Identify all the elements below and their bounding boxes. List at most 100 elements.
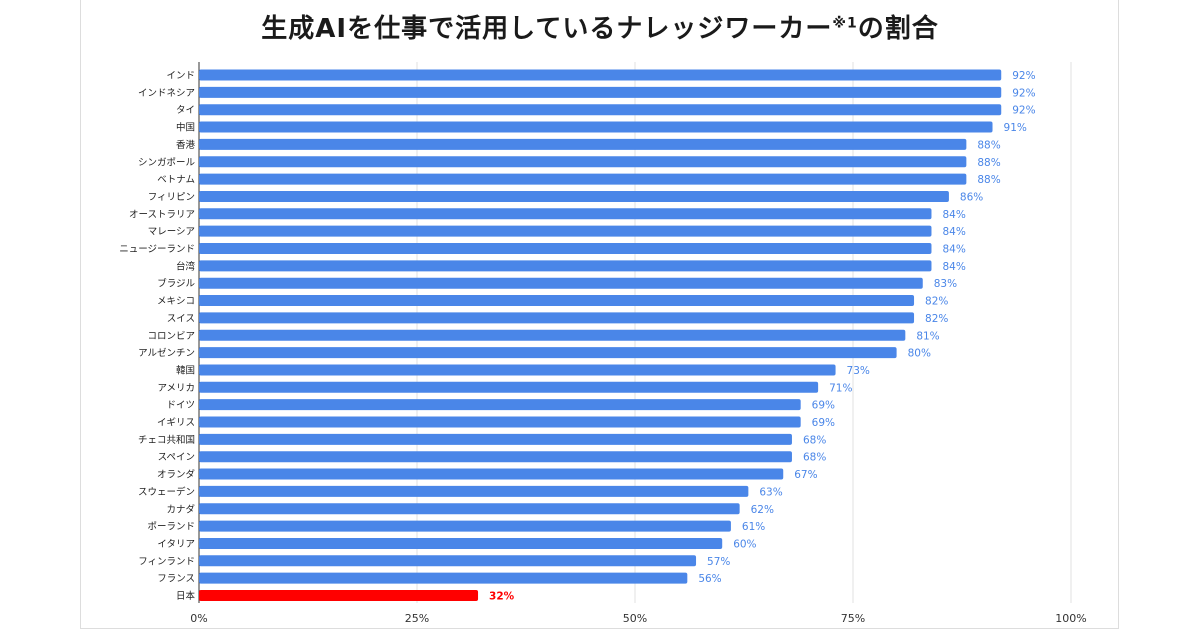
category-label: 中国: [176, 122, 195, 134]
data-label: 68%: [803, 452, 826, 464]
chart-frame: [80, 0, 1119, 629]
x-tick-label: 75%: [841, 612, 865, 625]
x-tick-label: 100%: [1055, 612, 1086, 625]
data-label: 92%: [1012, 87, 1035, 99]
bar: [199, 295, 915, 307]
data-label: 60%: [733, 538, 756, 550]
category-label: メキシコ: [157, 296, 195, 307]
data-label: 57%: [707, 556, 730, 568]
bar: [199, 381, 819, 393]
bar: [199, 416, 801, 428]
category-label: 韓国: [176, 365, 195, 376]
data-label: 84%: [942, 261, 965, 273]
x-tick-label: 0%: [190, 612, 207, 625]
bar: [199, 329, 906, 341]
data-label: 32%: [489, 591, 515, 603]
data-label: 73%: [847, 365, 870, 377]
category-label: 香港: [176, 139, 196, 151]
data-label: 81%: [916, 330, 939, 342]
bar: [199, 190, 949, 202]
data-label: 88%: [977, 174, 1000, 186]
data-label: 63%: [759, 486, 782, 498]
data-label: 68%: [803, 434, 826, 446]
bar: [199, 156, 967, 168]
chart-title-suffix: の割合: [857, 14, 939, 44]
data-label: 82%: [925, 296, 948, 308]
category-label: ベトナム: [157, 175, 195, 186]
data-label: 91%: [1004, 122, 1027, 134]
data-label: 92%: [1012, 70, 1035, 82]
data-label: 67%: [794, 469, 817, 481]
category-label: スペイン: [158, 452, 195, 463]
category-label: タイ: [176, 105, 195, 116]
bar: [199, 555, 697, 567]
bar: [199, 104, 1002, 116]
bar: [199, 347, 897, 359]
data-label: 69%: [812, 417, 835, 429]
data-label: 84%: [942, 244, 965, 256]
bar: [199, 537, 723, 549]
data-label: 84%: [942, 209, 965, 221]
category-label: コロンビア: [147, 331, 195, 342]
bar-highlight: [199, 590, 479, 601]
chart-title-footnote-mark: ※1: [832, 15, 858, 32]
category-label: フィンランド: [138, 556, 195, 567]
x-tick-label: 25%: [405, 612, 429, 625]
bar: [199, 364, 836, 376]
bars: [199, 69, 1002, 601]
bar: [199, 277, 923, 289]
bar: [199, 260, 932, 272]
data-label: 92%: [1012, 105, 1035, 117]
category-label: オーストラリア: [129, 209, 195, 220]
category-label: アメリカ: [157, 383, 195, 394]
value-labels: 92% 92% 92% 91% 88% 88% 88% 86% 84% 84% 84% 84% 83% 8…: [489, 70, 1036, 603]
data-label: 80%: [908, 348, 931, 360]
category-label: インド: [166, 71, 195, 82]
data-label: 82%: [925, 313, 948, 325]
chart-title-main: 生成AIを仕事で活用しているナレッジワーカー: [261, 14, 833, 44]
data-label: 83%: [934, 278, 957, 290]
data-label: 71%: [829, 382, 852, 394]
x-axis-ticks: 0% 25% 50% 75% 100%: [190, 612, 1086, 625]
category-label: オランダ: [157, 469, 196, 481]
category-label: マレーシア: [148, 227, 195, 238]
bar: [199, 86, 1002, 98]
category-label: ポーランド: [147, 522, 195, 533]
category-label: アルゼンチン: [138, 347, 195, 359]
data-label: 86%: [960, 191, 983, 203]
category-label: フランス: [157, 574, 195, 585]
bar: [199, 399, 801, 411]
bar: [199, 312, 915, 324]
category-label: ニュージーランド: [119, 244, 195, 255]
category-label: シンガポール: [138, 157, 196, 168]
category-label: インドネシア: [138, 88, 195, 99]
x-tick-label: 50%: [623, 612, 647, 625]
bar: [199, 520, 731, 532]
bar: [199, 208, 932, 220]
category-label: カナダ: [166, 503, 195, 515]
data-label: 88%: [977, 157, 1000, 169]
data-label: 88%: [977, 139, 1000, 151]
bar: [199, 572, 688, 584]
data-label: 62%: [751, 504, 774, 516]
bar: [199, 433, 792, 445]
category-label: 日本: [176, 590, 196, 602]
category-label: イタリア: [157, 539, 195, 550]
category-label: フィリピン: [148, 192, 195, 203]
category-label: チェコ共和国: [138, 435, 195, 446]
category-label: ドイツ: [166, 400, 195, 411]
data-label: 84%: [942, 226, 965, 238]
bar: [199, 173, 967, 185]
bar: [199, 503, 740, 515]
category-label: ブラジル: [157, 278, 195, 290]
bar: [199, 121, 993, 133]
data-label: 56%: [698, 573, 721, 585]
bar: [199, 451, 792, 463]
bar: [199, 69, 1002, 81]
bar: [199, 468, 784, 480]
data-label: 69%: [812, 400, 835, 412]
category-label: 台湾: [176, 260, 196, 272]
category-label: イギリス: [157, 418, 195, 429]
bar: [199, 485, 749, 497]
